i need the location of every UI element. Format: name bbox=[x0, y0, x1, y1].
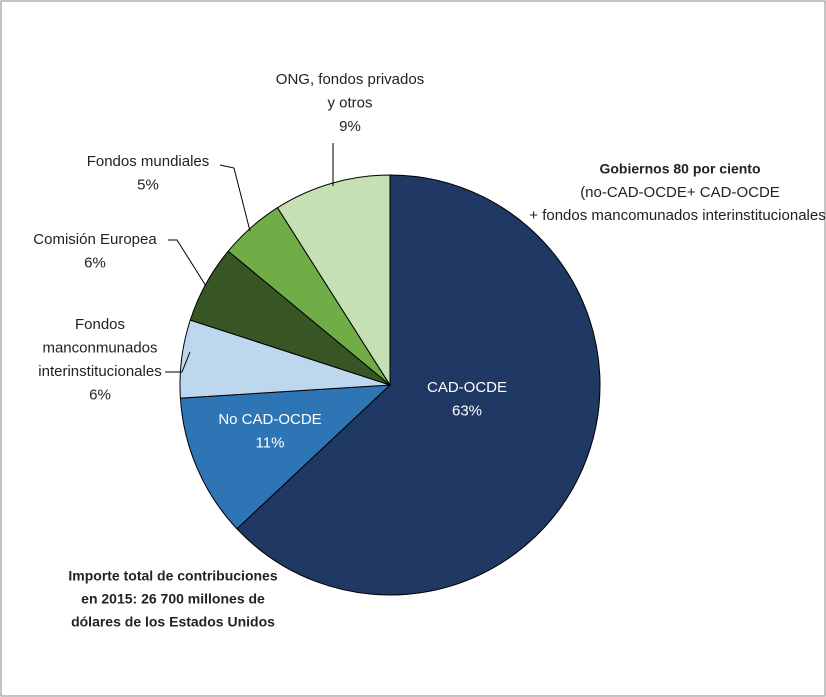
slice-value-label: 5% bbox=[137, 176, 159, 193]
slice-value-label: 11% bbox=[256, 434, 285, 451]
slice-label: manconmunados bbox=[42, 339, 157, 356]
slice-label: CAD-OCDE bbox=[427, 379, 507, 396]
annotation: Gobiernos 80 por ciento bbox=[599, 161, 760, 177]
annotation: (no-CAD-OCDE+ CAD-OCDE bbox=[580, 184, 780, 201]
pie-slice bbox=[276, 174, 391, 387]
slice-label: y otros bbox=[327, 94, 372, 111]
slice-value-label: 6% bbox=[89, 386, 111, 403]
annotation: dólares de los Estados Unidos bbox=[71, 614, 275, 630]
slice-label: No CAD-OCDE bbox=[218, 411, 321, 428]
leader-line bbox=[168, 239, 207, 287]
leader-line bbox=[165, 351, 191, 373]
slice-label: Fondos bbox=[75, 316, 125, 333]
annotation: + fondos mancomunados interinstitucional… bbox=[529, 207, 826, 224]
pie-slice bbox=[236, 174, 601, 596]
slice-label: ONG, fondos privados bbox=[276, 71, 424, 88]
leader-line bbox=[219, 164, 251, 232]
annotation: en 2015: 26 700 millones de bbox=[81, 591, 265, 607]
slice-value-label: 9% bbox=[339, 118, 361, 135]
annotation: Importe total de contribuciones bbox=[68, 568, 277, 584]
slice-label: Comisión Europea bbox=[33, 231, 157, 248]
slice-value-label: 6% bbox=[84, 254, 106, 271]
slice-label: Fondos mundiales bbox=[87, 153, 210, 170]
slice-label: interinstitucionales bbox=[38, 363, 161, 380]
pie-slice bbox=[179, 384, 392, 530]
slice-value-label: 63% bbox=[452, 402, 482, 419]
